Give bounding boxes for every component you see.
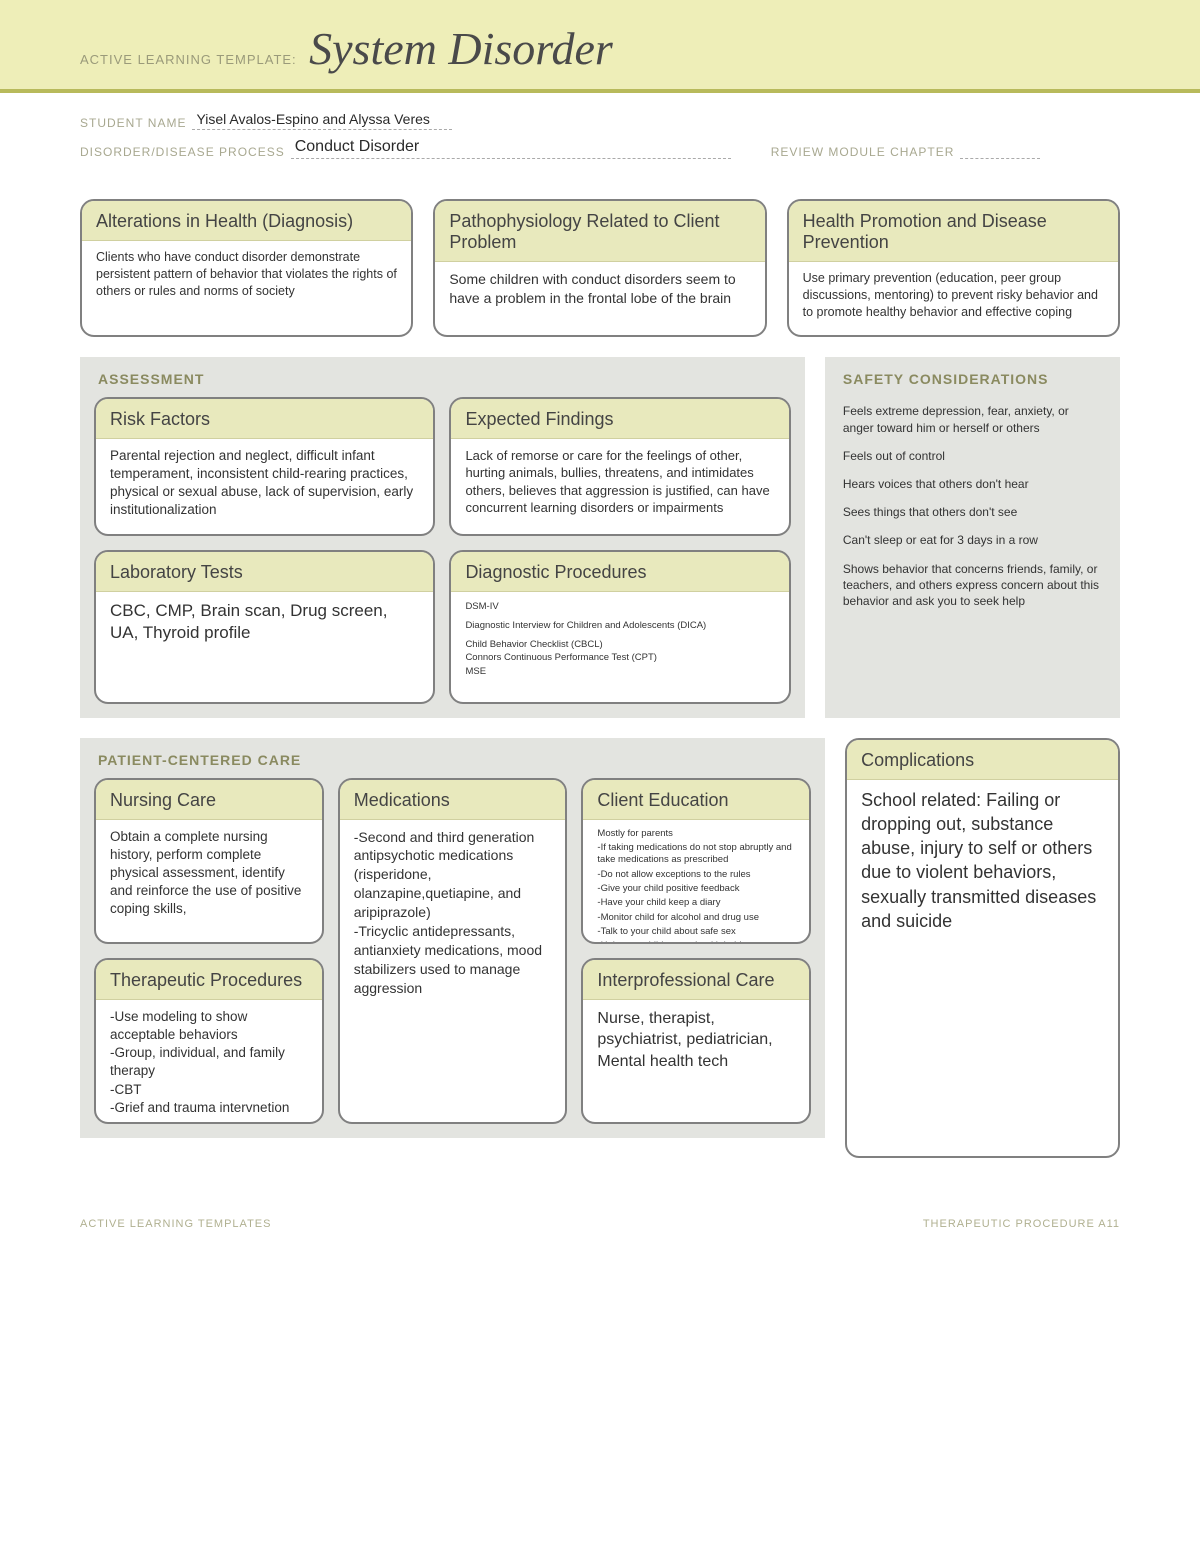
safety-section: SAFETY CONSIDERATIONS Feels extreme depr…	[825, 357, 1120, 718]
banner-title: System Disorder	[309, 23, 613, 74]
safety-item: Feels out of control	[843, 448, 1102, 464]
box-alterations-title: Alterations in Health (Diagnosis)	[82, 201, 411, 241]
safety-item: Can't sleep or eat for 3 days in a row	[843, 532, 1102, 548]
box-risk: Risk Factors Parental rejection and negl…	[94, 397, 435, 536]
box-therapeutic: Therapeutic Procedures -Use modeling to …	[94, 958, 324, 1124]
review-label: REVIEW MODULE CHAPTER	[771, 145, 955, 159]
box-lab: Laboratory Tests CBC, CMP, Brain scan, D…	[94, 550, 435, 704]
assessment-safety-row: ASSESSMENT Risk Factors Parental rejecti…	[80, 357, 1120, 738]
pcc-title: PATIENT-CENTERED CARE	[94, 744, 811, 778]
client-ed-line: -Do not allow exceptions to the rules	[597, 869, 795, 881]
box-patho: Pathophysiology Related to Client Proble…	[433, 199, 766, 337]
box-meds-body: -Second and third generation antipsychot…	[340, 820, 566, 1012]
pcc-complications-row: PATIENT-CENTERED CARE Nursing Care Obtai…	[80, 738, 1120, 1158]
box-expected-body: Lack of remorse or care for the feelings…	[451, 439, 788, 531]
box-inter-body: Nurse, therapist, psychiatrist, pediatri…	[583, 1000, 809, 1087]
box-inter-title: Interprofessional Care	[583, 960, 809, 1000]
box-diag-body: DSM-IV Diagnostic Interview for Children…	[451, 592, 788, 698]
box-complications-title: Complications	[847, 740, 1118, 780]
client-ed-line: -Talk to your child about safe sex	[597, 926, 795, 938]
box-patho-body: Some children with conduct disorders see…	[435, 262, 764, 322]
box-health-promo: Health Promotion and Disease Prevention …	[787, 199, 1120, 337]
footer-left: ACTIVE LEARNING TEMPLATES	[80, 1218, 271, 1230]
box-therapeutic-body: -Use modeling to show acceptable behavio…	[96, 1000, 322, 1124]
box-diag: Diagnostic Procedures DSM-IV Diagnostic …	[449, 550, 790, 704]
box-patho-title: Pathophysiology Related to Client Proble…	[435, 201, 764, 262]
footer: ACTIVE LEARNING TEMPLATES THERAPEUTIC PR…	[0, 1158, 1200, 1250]
box-inter: Interprofessional Care Nurse, therapist,…	[581, 958, 811, 1124]
box-complications-body: School related: Failing or dropping out,…	[847, 780, 1118, 948]
box-expected-title: Expected Findings	[451, 399, 788, 439]
client-ed-line: -Have your child keep a diary	[597, 897, 795, 909]
client-ed-line: -Help your child create health habits	[597, 940, 795, 943]
pcc-section: PATIENT-CENTERED CARE Nursing Care Obtai…	[80, 738, 825, 1138]
safety-title: SAFETY CONSIDERATIONS	[839, 363, 1106, 398]
client-ed-line: Mostly for parents	[597, 828, 795, 840]
student-name-label: STUDENT NAME	[80, 116, 186, 130]
box-nursing-title: Nursing Care	[96, 780, 322, 820]
content: Alterations in Health (Diagnosis) Client…	[0, 175, 1200, 1158]
box-complications: Complications School related: Failing or…	[845, 738, 1120, 1158]
box-client-ed: Client Education Mostly for parents -If …	[581, 778, 811, 944]
diag-line: DSM-IV	[465, 600, 774, 613]
client-ed-line: -Give your child positive feedback	[597, 883, 795, 895]
diag-line: Child Behavior Checklist (CBCL) Connors …	[465, 638, 774, 678]
disorder-label: DISORDER/DISEASE PROCESS	[80, 145, 285, 159]
assessment-section: ASSESSMENT Risk Factors Parental rejecti…	[80, 357, 805, 718]
client-ed-line: -If taking medications do not stop abrup…	[597, 842, 795, 867]
top-row: Alterations in Health (Diagnosis) Client…	[80, 199, 1120, 337]
box-client-ed-body: Mostly for parents -If taking medication…	[583, 820, 809, 944]
safety-item: Shows behavior that concerns friends, fa…	[843, 561, 1102, 610]
safety-item: Hears voices that others don't hear	[843, 476, 1102, 492]
disorder-value[interactable]: Conduct Disorder	[291, 138, 731, 159]
box-health-promo-title: Health Promotion and Disease Prevention	[789, 201, 1118, 262]
box-risk-body: Parental rejection and neglect, difficul…	[96, 439, 433, 534]
box-nursing-body: Obtain a complete nursing history, perfo…	[96, 820, 322, 933]
assessment-title: ASSESSMENT	[94, 363, 791, 397]
page: ACTIVE LEARNING TEMPLATE: System Disorde…	[0, 0, 1200, 1290]
box-nursing: Nursing Care Obtain a complete nursing h…	[94, 778, 324, 944]
box-client-ed-title: Client Education	[583, 780, 809, 820]
box-lab-body: CBC, CMP, Brain scan, Drug screen, UA, T…	[96, 592, 433, 702]
footer-right: THERAPEUTIC PROCEDURE A11	[923, 1218, 1120, 1230]
banner-label: ACTIVE LEARNING TEMPLATE:	[80, 52, 297, 67]
box-alterations-body: Clients who have conduct disorder demons…	[82, 241, 411, 314]
box-expected: Expected Findings Lack of remorse or car…	[449, 397, 790, 536]
box-risk-title: Risk Factors	[96, 399, 433, 439]
box-therapeutic-title: Therapeutic Procedures	[96, 960, 322, 1000]
box-meds: Medications -Second and third generation…	[338, 778, 568, 1124]
safety-list: Feels extreme depression, fear, anxiety,…	[839, 397, 1106, 627]
box-lab-title: Laboratory Tests	[96, 552, 433, 592]
review-value[interactable]	[960, 156, 1040, 159]
diag-line: Diagnostic Interview for Children and Ad…	[465, 619, 774, 632]
header-fields: STUDENT NAME Yisel Avalos-Espino and Aly…	[0, 93, 1200, 175]
safety-item: Feels extreme depression, fear, anxiety,…	[843, 403, 1102, 435]
complications-col: Complications School related: Failing or…	[845, 738, 1120, 1158]
safety-item: Sees things that others don't see	[843, 504, 1102, 520]
box-meds-title: Medications	[340, 780, 566, 820]
box-alterations: Alterations in Health (Diagnosis) Client…	[80, 199, 413, 337]
client-ed-line: -Monitor child for alcohol and drug use	[597, 912, 795, 924]
banner: ACTIVE LEARNING TEMPLATE: System Disorde…	[0, 0, 1200, 93]
student-name-value[interactable]: Yisel Avalos-Espino and Alyssa Veres	[192, 111, 452, 130]
box-diag-title: Diagnostic Procedures	[451, 552, 788, 592]
box-health-promo-body: Use primary prevention (education, peer …	[789, 262, 1118, 335]
